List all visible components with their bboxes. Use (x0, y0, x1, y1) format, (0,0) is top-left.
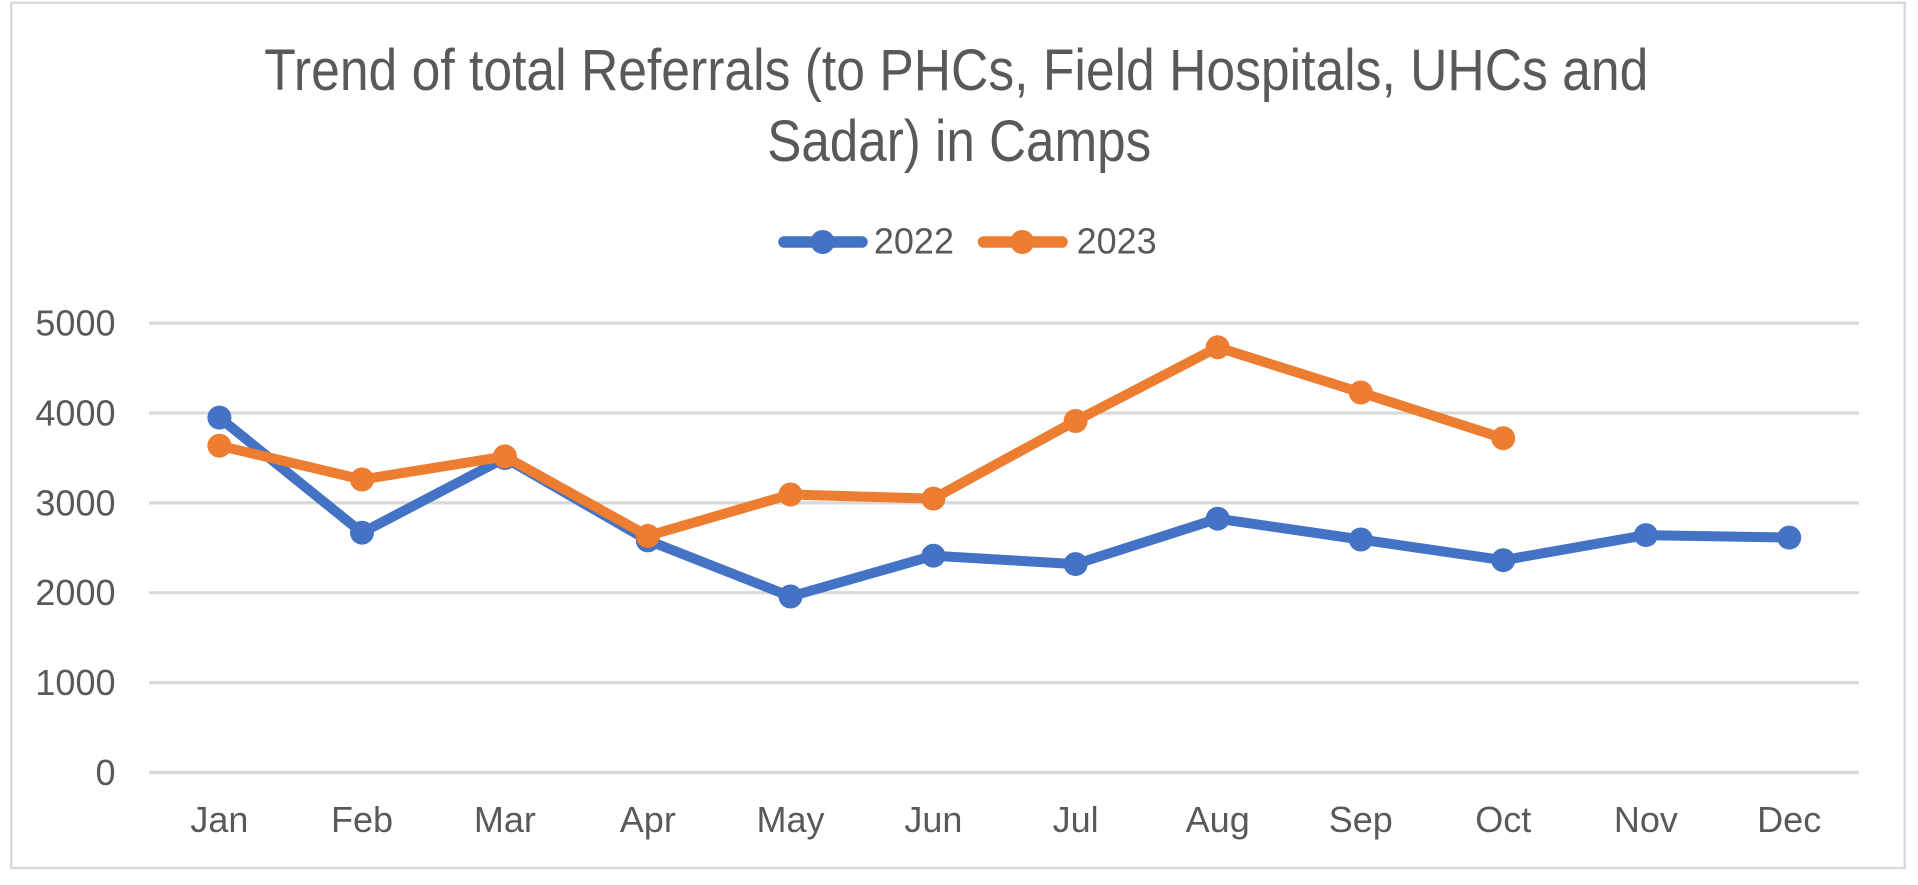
svg-text:Jul: Jul (1053, 799, 1099, 840)
svg-text:Feb: Feb (331, 799, 393, 840)
svg-text:2023: 2023 (1077, 221, 1157, 262)
svg-text:4000: 4000 (35, 392, 115, 433)
svg-text:Mar: Mar (474, 799, 536, 840)
svg-text:1000: 1000 (35, 662, 115, 703)
svg-text:Jun: Jun (904, 799, 962, 840)
svg-text:Oct: Oct (1475, 799, 1531, 840)
svg-text:5000: 5000 (35, 303, 115, 344)
svg-text:Aug: Aug (1186, 799, 1250, 840)
svg-text:Jan: Jan (190, 799, 248, 840)
svg-text:Trend of total Referrals (to P: Trend of total Referrals (to PHCs, Field… (264, 38, 1648, 103)
svg-text:Apr: Apr (620, 799, 676, 840)
svg-text:3000: 3000 (35, 482, 115, 523)
svg-text:May: May (756, 799, 824, 840)
svg-text:2022: 2022 (874, 221, 954, 262)
svg-text:0: 0 (95, 752, 115, 793)
svg-text:Nov: Nov (1614, 799, 1678, 840)
svg-text:Sep: Sep (1329, 799, 1393, 840)
svg-text:2000: 2000 (35, 572, 115, 613)
svg-text:Dec: Dec (1757, 799, 1821, 840)
svg-text:Sadar) in Camps: Sadar) in Camps (767, 109, 1151, 174)
